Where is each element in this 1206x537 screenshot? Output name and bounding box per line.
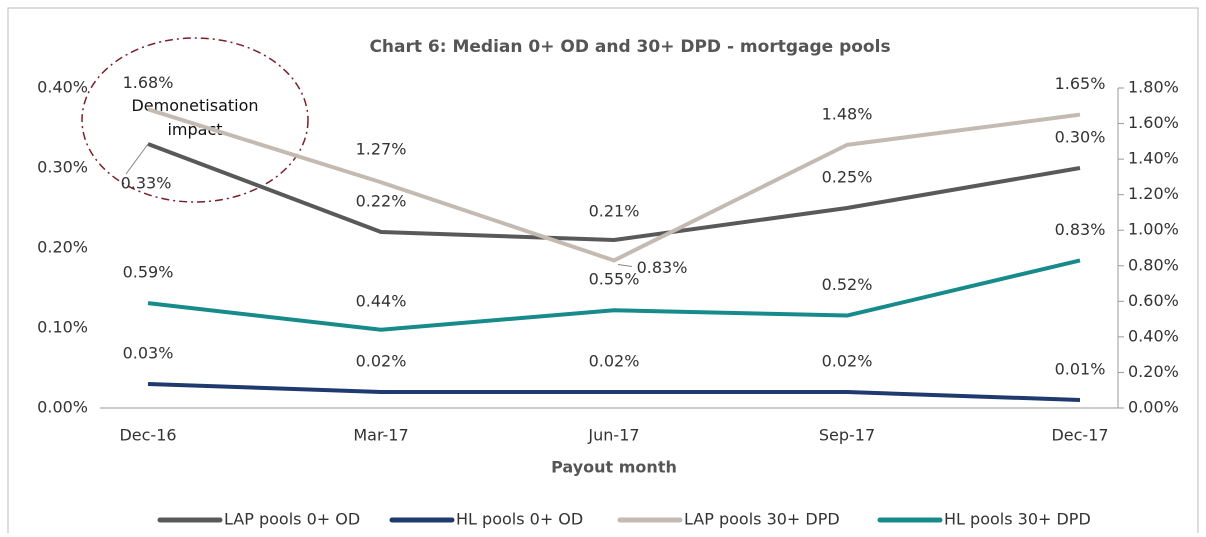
- data-label: 0.02%: [822, 352, 873, 371]
- x-tick-label: Jun-17: [587, 426, 639, 445]
- y2-tick-label: 0.00%: [1128, 398, 1179, 417]
- x-tick-label: Dec-17: [1051, 426, 1108, 445]
- y2-tick-label: 1.60%: [1128, 113, 1179, 132]
- legend-label: LAP pools 0+ OD: [224, 510, 360, 529]
- data-label: 0.83%: [1055, 220, 1106, 239]
- series-line: [147, 258, 1081, 332]
- y2-tick-label: 1.20%: [1128, 184, 1179, 203]
- data-label: 0.01%: [1055, 360, 1106, 379]
- data-label: 0.44%: [356, 291, 407, 310]
- y2-tick-label: 0.60%: [1128, 291, 1179, 310]
- series-line: [147, 107, 1081, 263]
- data-label: 0.02%: [356, 352, 407, 371]
- data-label: 1.48%: [822, 104, 873, 123]
- data-label: 0.30%: [1055, 128, 1106, 147]
- data-label: 0.59%: [123, 263, 174, 282]
- y-tick-label: 0.30%: [37, 158, 88, 177]
- data-label: 0.52%: [822, 275, 873, 294]
- data-label: 0.25%: [822, 168, 873, 187]
- data-label: 0.03%: [123, 344, 174, 363]
- data-label: 0.55%: [589, 270, 640, 289]
- x-axis-label: Payout month: [551, 458, 677, 477]
- y2-tick-label: 1.00%: [1128, 220, 1179, 239]
- legend-label: HL pools 0+ OD: [456, 510, 583, 529]
- leader-line: [617, 263, 633, 267]
- series-line: [147, 142, 1081, 242]
- y-tick-label: 0.20%: [37, 238, 88, 257]
- data-label: 0.22%: [356, 192, 407, 211]
- annotation: Demonetisation impact: [131, 96, 259, 139]
- x-tick-label: Dec-16: [119, 426, 176, 445]
- data-label: 1.68%: [123, 73, 174, 92]
- data-label: 0.02%: [589, 352, 640, 371]
- y2-tick-label: 1.40%: [1128, 149, 1179, 168]
- y-tick-label: 0.10%: [37, 318, 88, 337]
- legend-label: HL pools 30+ DPD: [944, 510, 1091, 529]
- y-tick-label: 0.40%: [37, 78, 88, 97]
- chart-title: Chart 6: Median 0+ OD and 30+ DPD - mort…: [369, 37, 890, 57]
- annotation-ellipse: [81, 37, 309, 203]
- data-label: 1.27%: [356, 140, 407, 159]
- x-tick-label: Mar-17: [353, 426, 408, 445]
- data-label: 0.21%: [589, 202, 640, 221]
- series-line: [147, 382, 1081, 402]
- chart-border: [7, 7, 1199, 537]
- y2-tick-label: 0.20%: [1128, 362, 1179, 381]
- x-tick-label: Sep-17: [819, 426, 875, 445]
- data-label: 0.33%: [121, 174, 172, 193]
- legend-label: LAP pools 30+ DPD: [684, 510, 840, 529]
- data-label: 0.83%: [637, 258, 688, 277]
- leader-line: [125, 143, 149, 175]
- y2-tick-label: 1.80%: [1128, 78, 1179, 97]
- data-label: 1.65%: [1055, 74, 1106, 93]
- y2-tick-label: 0.80%: [1128, 255, 1179, 274]
- y-tick-label: 0.00%: [37, 398, 88, 417]
- y2-tick-label: 0.40%: [1128, 326, 1179, 345]
- annotation-box: Demonetisation impact: [131, 96, 259, 139]
